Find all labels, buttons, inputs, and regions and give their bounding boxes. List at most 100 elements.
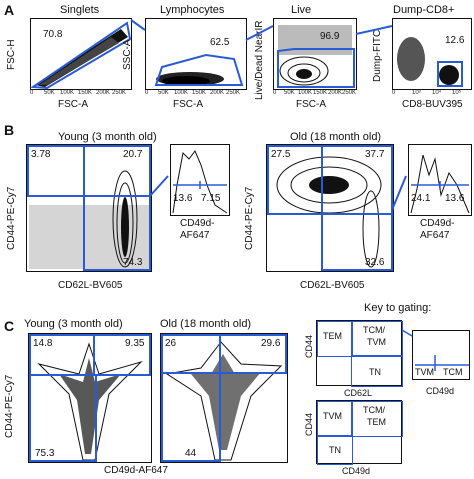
b-young-gate-br bbox=[83, 195, 151, 271]
plot-b-old-hist: 24.1 13.6 bbox=[408, 144, 472, 216]
b-old-gate-br bbox=[321, 213, 393, 271]
tick: 150K bbox=[192, 90, 207, 96]
lymphocytes-value: 62.5 bbox=[210, 37, 230, 48]
title-live: Live bbox=[291, 4, 312, 16]
b-old-title: Old (18 month old) bbox=[290, 131, 382, 143]
b-young-title: Young (3 month old) bbox=[58, 131, 157, 143]
tick: 10⁵ bbox=[452, 90, 462, 96]
b-young-hist-axis-2: AF647 bbox=[180, 230, 210, 241]
tick: 10⁴ bbox=[432, 90, 442, 96]
tick: 200K bbox=[96, 90, 111, 96]
c-young-value-tl: 14.8 bbox=[33, 338, 53, 349]
b-young-value-br: 74.3 bbox=[123, 257, 143, 268]
plot-singlets: 70.8 bbox=[30, 18, 132, 90]
key-q2-tl bbox=[317, 401, 353, 437]
dump-density bbox=[397, 37, 459, 85]
key-quad-1: TEM TCM/ TVM TN bbox=[316, 320, 403, 387]
tick: 150K bbox=[313, 90, 328, 96]
c-young-value-bl: 75.3 bbox=[35, 448, 55, 459]
tick: 100K bbox=[60, 90, 75, 96]
tick: 250K bbox=[112, 90, 127, 96]
tick: 50K bbox=[284, 90, 295, 96]
b-old-hist-right: 13.6 bbox=[445, 193, 465, 204]
b-old-x-axis: CD62L-BV605 bbox=[300, 280, 365, 291]
tick: 200K bbox=[328, 90, 343, 96]
plot-b-old: 27.5 37.7 32.6 bbox=[266, 144, 394, 272]
b-young-hist-axis-1: CD49d- bbox=[180, 218, 215, 229]
tick: 150K bbox=[78, 90, 93, 96]
c-old-value-bl: 44 bbox=[185, 448, 197, 459]
c-young-density bbox=[37, 342, 143, 461]
c-young-value-tr: 9.35 bbox=[125, 338, 145, 349]
panel-letter-a: A bbox=[4, 2, 15, 18]
b-young-hist-right: 7.15 bbox=[201, 193, 221, 204]
key-q2-tvm: TVM bbox=[323, 411, 342, 421]
key-hist: TVM TCM bbox=[412, 330, 470, 380]
lymphocytes-gate bbox=[154, 53, 244, 86]
x-axis-cd8-buv395: CD8-BUV395 bbox=[402, 99, 463, 110]
plot-b-young: 3.78 20.7 74.3 bbox=[26, 144, 152, 272]
b-young-value-tr: 20.7 bbox=[123, 149, 143, 160]
b-old-hist-left: 24.1 bbox=[411, 193, 431, 204]
c-x-axis: CD49d-AF647 bbox=[104, 465, 168, 476]
title-dump-cd8: Dump-CD8+ bbox=[393, 4, 455, 16]
plot-live: 96.9 bbox=[273, 18, 357, 90]
plot-c-young: 14.8 9.35 75.3 bbox=[28, 333, 152, 463]
x-axis-fsc-a-2: FSC-A bbox=[173, 99, 203, 110]
key-q1-tvm: TVM bbox=[367, 337, 386, 347]
tick: 0 bbox=[145, 90, 149, 96]
b-old-hist-curve bbox=[410, 154, 470, 214]
b-old-hist-axis-2: AF647 bbox=[420, 230, 450, 241]
plot-b-young-hist: 13.6 7.15 bbox=[170, 144, 230, 216]
key-q2-tn: TN bbox=[329, 445, 341, 455]
tick: 250K bbox=[226, 90, 241, 96]
c-young-gate-tr bbox=[93, 334, 151, 376]
live-gate bbox=[277, 48, 355, 88]
key-hist-x: CD49d bbox=[426, 386, 455, 396]
row-a-arrows bbox=[130, 19, 393, 41]
key-q1-tr bbox=[351, 321, 403, 357]
b-young-hist-curve bbox=[172, 150, 228, 214]
dump-cd8-value: 12.6 bbox=[445, 35, 465, 46]
key-quad-2: TVM TCM/ TEM TN bbox=[316, 400, 403, 465]
tick: 0 bbox=[273, 90, 277, 96]
key-hist-tvm: TVM bbox=[415, 367, 434, 377]
singlets-gate bbox=[30, 21, 132, 90]
title-lymphocytes: Lymphocytes bbox=[160, 4, 225, 16]
key-hist-tcm: TCM bbox=[443, 367, 463, 377]
c-old-gate-bl bbox=[161, 372, 221, 462]
b-young-x-axis: CD62L-BV605 bbox=[58, 280, 123, 291]
key-q1-x: CD62L bbox=[344, 388, 373, 398]
tick: 100K bbox=[298, 90, 313, 96]
b-old-value-br: 32.6 bbox=[365, 257, 385, 268]
c-old-value-tr: 29.6 bbox=[261, 338, 281, 349]
x-axis-fsc-a-1: FSC-A bbox=[58, 99, 88, 110]
tick: 50K bbox=[44, 90, 55, 96]
key-q1-tcm: TCM/ bbox=[363, 325, 385, 335]
key-q2-y: CD44 bbox=[304, 412, 314, 436]
tick: 200K bbox=[210, 90, 225, 96]
panel-letter-b: B bbox=[4, 122, 15, 138]
c-old-value-tl: 26 bbox=[165, 338, 177, 349]
c-young-gate-bl bbox=[29, 374, 97, 462]
key-q1-tn: TN bbox=[369, 367, 381, 377]
b-old-hist-axis-1: CD49d- bbox=[420, 218, 455, 229]
b-old-value-tr: 37.7 bbox=[365, 149, 385, 160]
tick: 0 bbox=[392, 90, 396, 96]
title-singlets: Singlets bbox=[60, 4, 100, 16]
tick: 0 bbox=[30, 90, 34, 96]
key-q1-br bbox=[351, 355, 403, 387]
dump-cd8-gate bbox=[437, 61, 463, 87]
tick: 50K bbox=[158, 90, 169, 96]
plot-dump-cd8: 12.6 bbox=[392, 18, 472, 90]
key-q2-x: CD49d bbox=[342, 466, 371, 476]
singlets-density bbox=[35, 29, 128, 87]
c-old-density bbox=[165, 341, 283, 461]
b-young-density bbox=[29, 170, 149, 269]
key-hist-lines bbox=[415, 355, 469, 371]
key-title: Key to gating: bbox=[364, 302, 432, 314]
b-old-density bbox=[276, 156, 382, 268]
tick: 250K bbox=[342, 90, 357, 96]
lymphocytes-density bbox=[156, 72, 224, 86]
